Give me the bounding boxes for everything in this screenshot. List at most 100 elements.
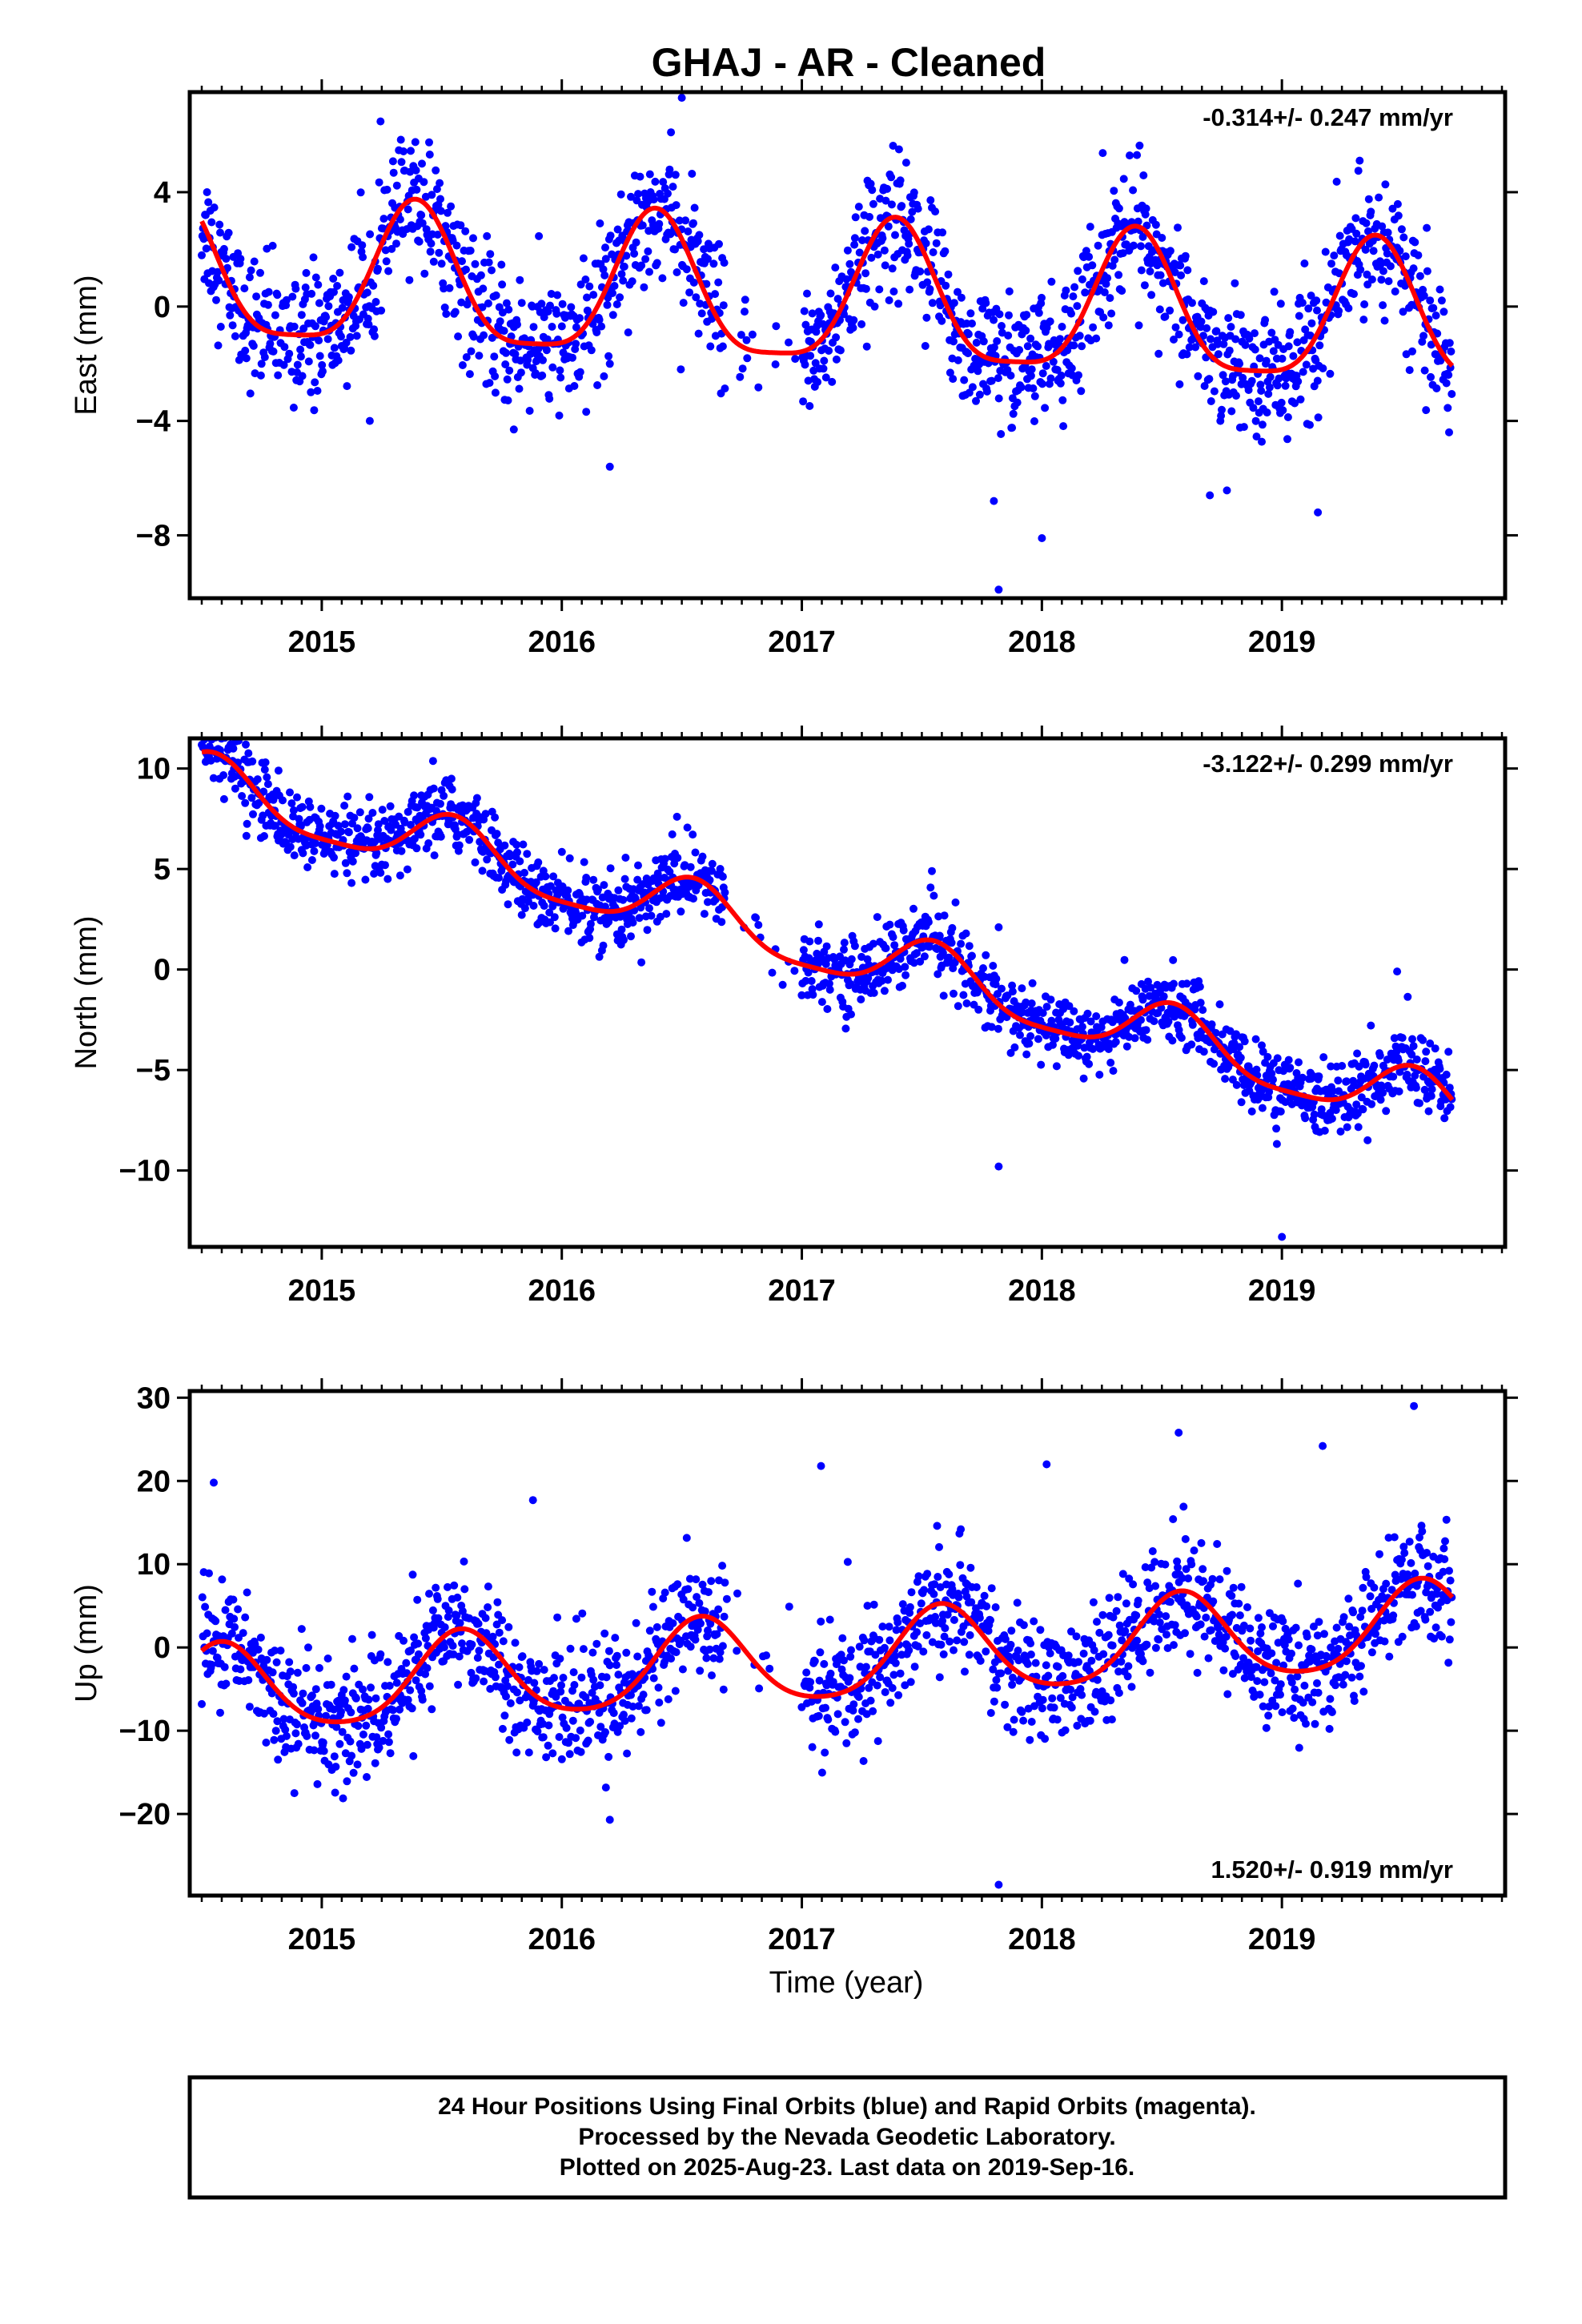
- north-point: [873, 913, 881, 922]
- east-point: [1182, 350, 1191, 359]
- east-point: [928, 299, 937, 308]
- up-point: [513, 1688, 521, 1697]
- east-point: [1210, 387, 1219, 396]
- east-point: [440, 304, 449, 312]
- north-point: [1411, 1084, 1420, 1092]
- east-point: [748, 330, 757, 339]
- up-point: [656, 1719, 665, 1727]
- east-point: [223, 263, 231, 272]
- east-point: [1335, 307, 1343, 316]
- north-point: [1082, 1052, 1091, 1061]
- up-point: [371, 1694, 380, 1703]
- east-point: [875, 285, 884, 294]
- east-point: [1435, 285, 1444, 294]
- east-point: [501, 360, 510, 368]
- east-point: [949, 375, 958, 384]
- up-point: [1026, 1735, 1034, 1744]
- east-point: [998, 328, 1006, 337]
- east-point: [412, 166, 420, 175]
- north-point: [428, 757, 437, 766]
- east-point: [688, 170, 697, 178]
- up-point: [331, 1788, 339, 1797]
- north-point: [1008, 987, 1017, 996]
- east-point: [888, 264, 897, 273]
- north-point: [928, 866, 936, 875]
- north-point: [1411, 1072, 1419, 1080]
- up-point: [1133, 1636, 1142, 1645]
- east-point: [1199, 332, 1207, 340]
- east-point: [371, 298, 380, 306]
- east-point: [1386, 262, 1395, 271]
- north-point: [809, 991, 817, 999]
- east-point: [1177, 271, 1186, 279]
- up-point: [552, 1692, 560, 1701]
- north-point: [1070, 1007, 1078, 1015]
- up-point: [548, 1749, 557, 1758]
- east-point: [1354, 167, 1363, 175]
- up-point: [704, 1626, 712, 1634]
- north-point: [1215, 1000, 1224, 1009]
- up-point: [847, 1646, 855, 1655]
- north-rate-label: -3.122+/- 0.299 mm/yr: [1203, 750, 1453, 778]
- up-point: [448, 1642, 457, 1651]
- up-point: [586, 1718, 595, 1726]
- east-point: [462, 353, 471, 361]
- north-point: [1106, 1059, 1115, 1067]
- east-point: [832, 355, 841, 364]
- up-point: [821, 1748, 829, 1757]
- north-point: [778, 980, 787, 989]
- east-point: [1381, 180, 1390, 189]
- north-point: [1089, 1044, 1098, 1053]
- east-point: [1335, 231, 1344, 240]
- up-point: [817, 1617, 825, 1626]
- east-point: [979, 337, 988, 346]
- north-point: [1389, 1072, 1398, 1081]
- east-point: [1312, 296, 1321, 305]
- north-point: [595, 952, 604, 961]
- up-point: [473, 1654, 482, 1663]
- east-point: [1191, 343, 1200, 352]
- up-point: [311, 1685, 320, 1694]
- up-point: [622, 1648, 631, 1657]
- up-point: [512, 1748, 521, 1757]
- east-point: [379, 224, 387, 233]
- east-point: [1429, 304, 1438, 312]
- up-point: [806, 1678, 815, 1687]
- east-point: [990, 343, 998, 352]
- up-point: [632, 1618, 640, 1627]
- up-point: [576, 1726, 584, 1735]
- east-point: [1313, 376, 1322, 385]
- east-point: [516, 368, 525, 377]
- north-point: [1159, 992, 1168, 1001]
- up-point: [605, 1661, 614, 1670]
- east-point: [513, 320, 521, 329]
- north-point: [1367, 1100, 1376, 1108]
- north-point: [982, 951, 990, 959]
- east-point: [881, 261, 889, 270]
- up-point: [1170, 1621, 1179, 1630]
- north-point: [1122, 1042, 1131, 1051]
- north-point: [1010, 1043, 1019, 1051]
- up-point: [865, 1683, 873, 1692]
- north-point: [383, 875, 392, 883]
- east-point: [1350, 290, 1358, 299]
- east-point: [222, 255, 231, 263]
- north-point: [1085, 1059, 1094, 1068]
- east-point: [301, 283, 310, 292]
- east-point: [1355, 156, 1364, 165]
- east-point: [604, 352, 613, 360]
- up-point: [1129, 1580, 1138, 1589]
- up-point: [965, 1651, 974, 1659]
- east-point: [1038, 293, 1046, 302]
- east-point: [347, 243, 356, 251]
- north-point: [643, 926, 652, 935]
- east-point: [214, 341, 223, 350]
- east-point: [995, 310, 1004, 319]
- up-point: [392, 1679, 401, 1687]
- north-point: [1188, 1020, 1197, 1029]
- east-point: [1013, 398, 1022, 407]
- up-point: [310, 1746, 319, 1755]
- north-point: [376, 868, 385, 877]
- north-point: [209, 774, 218, 782]
- east-point: [1038, 369, 1047, 378]
